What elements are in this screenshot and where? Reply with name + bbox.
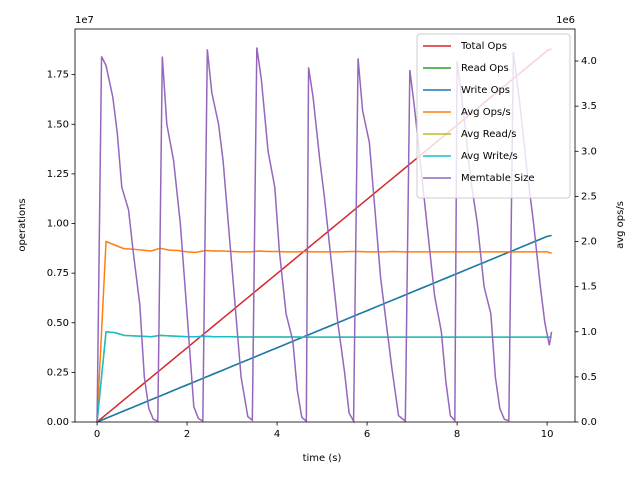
y-axis-label: operations [17,198,28,251]
y-tick-label: 1.75 [47,70,69,81]
y-tick-label: 0.25 [47,367,69,378]
y2-tick-label: 2.5 [581,191,597,202]
series-line [96,234,552,423]
y-offset-label: 1e7 [75,15,94,26]
y2-tick-label: 4.0 [581,56,597,67]
y-tick-label: 0.75 [47,268,69,279]
y-tick-label: 0.50 [47,318,69,329]
legend-label: Memtable Size [461,173,535,184]
y2-tick-label: 0.5 [581,372,597,383]
y-tick-label: 0.00 [47,417,69,428]
y2-tick-label: 1.0 [581,327,597,338]
y2-axis-label: avg ops/s [615,201,626,249]
x-tick-label: 2 [184,429,190,440]
y-tick-label: 1.50 [47,119,69,130]
y2-offset-label: 1e6 [556,15,575,26]
series-line [96,330,552,423]
legend-label: Write Ops [461,85,510,96]
x-axis-label: time (s) [303,453,342,464]
plot-frame [74,28,576,423]
y2-tick-label: 3.0 [581,146,597,157]
legend-label: Avg Ops/s [461,107,511,118]
legend-label: Avg Read/s [461,129,516,140]
legend-label: Total Ops [460,41,507,52]
y-tick-label: 1.25 [47,169,69,180]
y2-tick-label: 3.5 [581,101,597,112]
y2-tick-label: 1.5 [581,282,597,293]
series-line [96,330,552,423]
series-line [96,240,552,423]
legend-label: Avg Write/s [461,151,518,162]
y2-tick-label: 2.0 [581,237,597,248]
y2-tick-label: 0.0 [581,417,597,428]
x-tick-label: 10 [541,429,554,440]
x-tick-label: 0 [94,429,100,440]
x-tick-label: 8 [454,429,460,440]
legend-box [416,33,571,199]
legend-label: Read Ops [461,63,509,74]
series-line [96,47,553,424]
x-tick-label: 4 [274,429,280,440]
x-tick-label: 6 [364,429,370,440]
y-tick-label: 1.00 [47,219,69,230]
